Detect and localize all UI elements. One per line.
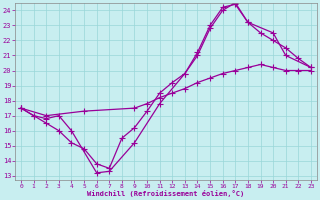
X-axis label: Windchill (Refroidissement éolien,°C): Windchill (Refroidissement éolien,°C) — [87, 190, 244, 197]
